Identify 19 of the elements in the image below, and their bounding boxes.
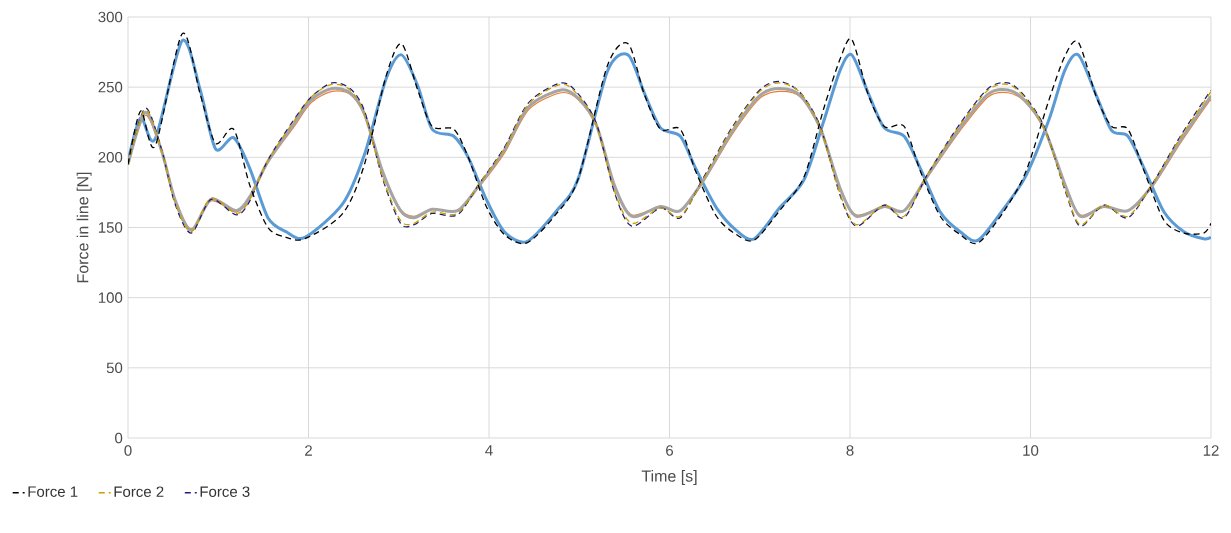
legend-label: Force 2 <box>114 486 164 497</box>
y-tick-label: 250 <box>98 81 123 93</box>
y-tick-label: 200 <box>98 152 123 163</box>
y-tick-label: 100 <box>98 292 123 303</box>
x-tick-label: 12 <box>1203 445 1219 456</box>
x-tick-label: 10 <box>1023 445 1039 456</box>
y-axis-title: Force in line [N] <box>76 172 92 283</box>
x-tick-label: 2 <box>305 445 312 456</box>
x-tick-label: 6 <box>666 445 674 456</box>
y-tick-label: 0 <box>115 432 123 444</box>
x-tick-label: 8 <box>846 445 854 456</box>
x-tick-label: 4 <box>485 445 493 456</box>
legend-label: Force 1 <box>28 486 78 497</box>
y-tick-label: 300 <box>98 11 123 23</box>
y-tick-label: 150 <box>98 222 123 233</box>
y-tick-label: 50 <box>106 362 123 374</box>
x-tick-label: 0 <box>124 445 132 456</box>
legend-label: Force 3 <box>200 486 250 497</box>
x-axis-title: Time [s] <box>641 470 697 485</box>
